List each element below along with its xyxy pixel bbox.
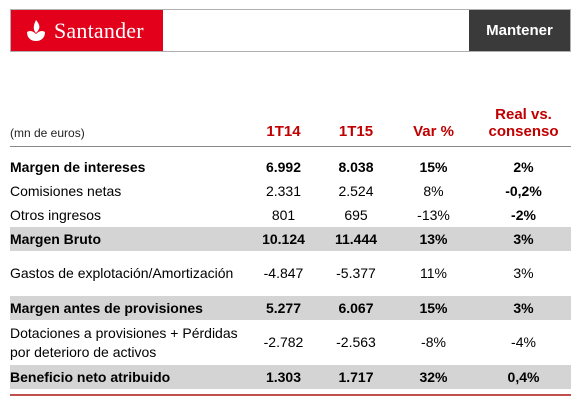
- cell-1t15: 2.524: [338, 183, 374, 199]
- row-label: Margen antes de provisiones: [10, 296, 246, 320]
- table-row: Comisiones netas 2.331 2.524 8% -0,2%: [10, 179, 571, 203]
- col-header-var: Var %: [413, 123, 454, 140]
- row-label: Gastos de explotación/Amortización: [10, 265, 234, 281]
- cell-var: 11%: [420, 265, 447, 281]
- cell-1t14: 6.992: [265, 159, 302, 175]
- cell-var: -13%: [417, 207, 450, 223]
- cell-1t15: 1.717: [321, 365, 391, 389]
- unit-label: (mn de euros): [10, 126, 85, 140]
- col-header-1t15: 1T15: [338, 123, 374, 140]
- cell-1t14: 2.331: [265, 183, 302, 199]
- cell-var: 15%: [419, 159, 448, 175]
- cell-1t15: -2.563: [336, 334, 376, 350]
- cell-1t15: 11.444: [321, 227, 391, 251]
- bottom-rule: [10, 394, 571, 396]
- cell-var: 32%: [391, 365, 476, 389]
- table-row: Margen antes de provisiones 5.277 6.067 …: [10, 296, 571, 320]
- table-row: Otros ingresos 801 695 -13% -2%: [10, 203, 571, 227]
- cell-consenso: -4%: [511, 334, 536, 350]
- cell-1t15: 695: [344, 207, 368, 223]
- recommendation-badge: Mantener: [469, 10, 570, 51]
- cell-1t14: 5.277: [246, 296, 321, 320]
- row-label: Comisiones netas: [10, 183, 122, 199]
- header-divider: [10, 146, 571, 155]
- cell-1t15: 6.067: [321, 296, 391, 320]
- cell-var: 8%: [423, 183, 444, 199]
- cell-consenso: 3%: [476, 227, 571, 251]
- table-row: Margen de intereses 6.992 8.038 15% 2%: [10, 155, 571, 179]
- cell-var: -8%: [421, 334, 446, 350]
- cell-consenso: -2%: [511, 207, 536, 223]
- santander-logo: Santander: [11, 10, 163, 51]
- table-header-row: (mn de euros) 1T14 1T15 Var % Real vs. c…: [10, 90, 571, 147]
- report-header: Santander Mantener: [10, 9, 571, 52]
- cell-1t14: -4.847: [263, 265, 304, 281]
- financial-table: (mn de euros) 1T14 1T15 Var % Real vs. c…: [10, 90, 571, 389]
- col-header-consenso: Real vs. consenso: [488, 106, 559, 140]
- cell-1t15: -5.377: [336, 265, 376, 281]
- cell-consenso: -0,2%: [505, 183, 542, 199]
- cell-1t14: 10.124: [246, 227, 321, 251]
- cell-consenso: 3%: [476, 296, 571, 320]
- cell-consenso: 2%: [513, 159, 534, 175]
- cell-consenso: 0,4%: [476, 365, 571, 389]
- col-header-1t14: 1T14: [266, 123, 301, 140]
- row-label: Otros ingresos: [10, 207, 102, 223]
- flame-icon: [27, 19, 45, 41]
- row-label: Dotaciones a provisiones + Pérdidas por …: [10, 324, 238, 360]
- table-row: Dotaciones a provisiones + Pérdidas por …: [10, 320, 571, 365]
- row-label: Margen de intereses: [10, 159, 146, 175]
- cell-1t14: 801: [271, 207, 296, 223]
- table-row: Margen Bruto 10.124 11.444 13% 3%: [10, 227, 571, 251]
- cell-1t14: -2.782: [263, 334, 304, 350]
- table-row: Beneficio neto atribuido 1.303 1.717 32%…: [10, 365, 571, 389]
- cell-consenso: 3%: [513, 265, 534, 281]
- cell-1t15: 8.038: [338, 159, 374, 175]
- cell-var: 13%: [391, 227, 476, 251]
- brand-name: Santander: [54, 17, 144, 43]
- table-row: Gastos de explotación/Amortización -4.84…: [10, 251, 571, 296]
- row-label: Margen Bruto: [10, 227, 246, 251]
- cell-var: 15%: [391, 296, 476, 320]
- row-label: Beneficio neto atribuido: [10, 365, 246, 389]
- cell-1t14: 1.303: [246, 365, 321, 389]
